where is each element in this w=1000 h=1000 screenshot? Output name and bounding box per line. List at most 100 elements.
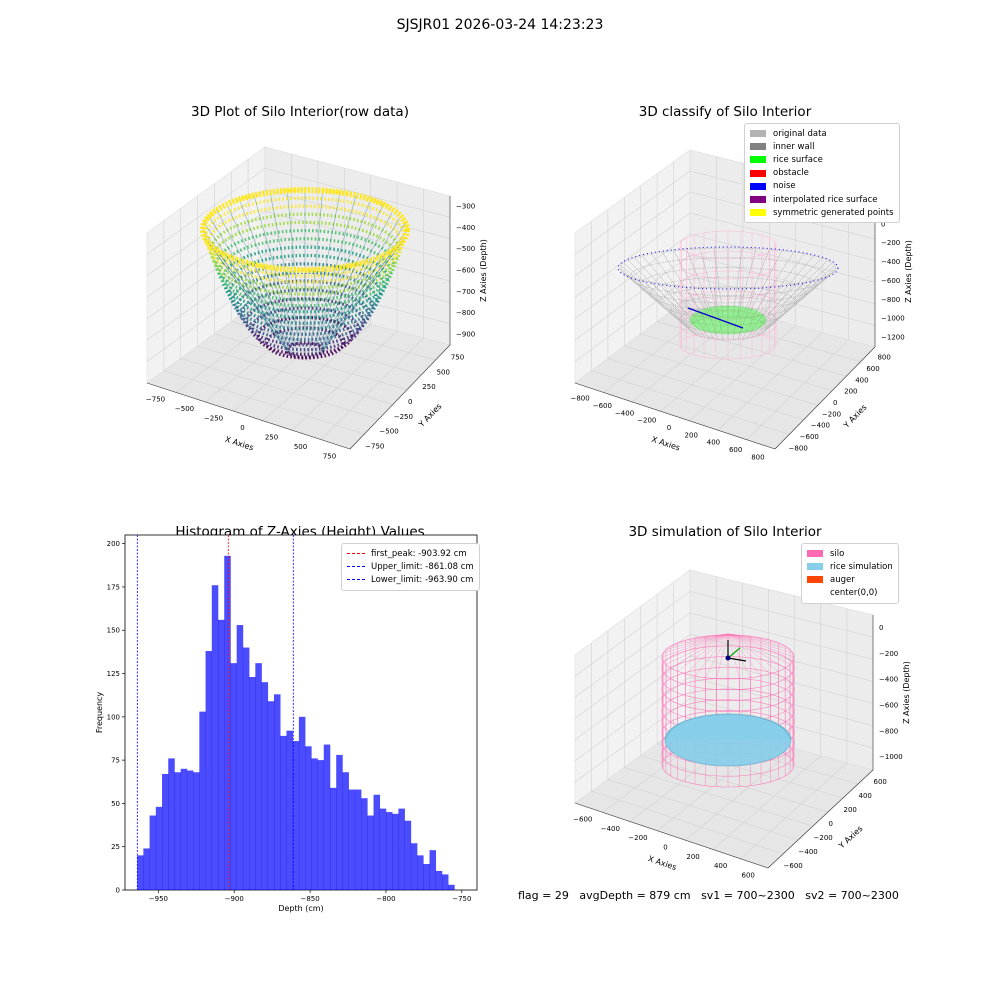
p1-y-axis-label: Y Axies bbox=[416, 402, 443, 430]
p1-z-tick-label: −700 bbox=[456, 288, 475, 296]
p2-y-tick-label: 800 bbox=[877, 354, 890, 362]
p2-rice-surface bbox=[689, 305, 767, 335]
p2-z-tick-label: −1000 bbox=[881, 315, 905, 323]
histogram-bar bbox=[448, 884, 455, 890]
p2-z-tick-label: −200 bbox=[881, 239, 900, 247]
p2-y-tick-label: 0 bbox=[833, 399, 837, 407]
p4-x-tick-label: −400 bbox=[601, 825, 620, 833]
legend-swatch bbox=[750, 182, 766, 190]
p2-x-axis-line bbox=[574, 382, 776, 450]
p4-y-tick-label: −400 bbox=[799, 848, 818, 856]
panel2-legend: original data inner wall rice surface obsta… bbox=[744, 123, 900, 224]
legend-item: inner wall bbox=[750, 140, 894, 153]
p2-bowl-line bbox=[642, 279, 699, 336]
p4-grid-line bbox=[591, 642, 784, 855]
p4-roof-line bbox=[670, 633, 729, 669]
histogram-bar bbox=[367, 815, 374, 890]
p2-grid-line bbox=[673, 161, 861, 362]
p4-roof-line bbox=[727, 633, 786, 669]
sv1-text: sv1 = 700~2300 bbox=[701, 889, 795, 902]
p1-grid-line bbox=[146, 275, 451, 362]
p4-x-tick-label: 0 bbox=[663, 844, 667, 852]
histogram-bar bbox=[435, 870, 443, 890]
p1-z-tick-label: −400 bbox=[456, 224, 475, 232]
histogram-bar bbox=[323, 744, 331, 890]
histogram-bar bbox=[174, 772, 181, 890]
legend-label: rice surface bbox=[773, 154, 823, 165]
p4-x-tick-label: 200 bbox=[686, 853, 699, 861]
p4-roof-line bbox=[727, 633, 794, 654]
legend-label: Lower_limit: -963.90 cm bbox=[371, 574, 474, 585]
p4-axis-y-marker bbox=[727, 647, 741, 659]
histogram-bar bbox=[410, 843, 418, 890]
p4-z-tick-label: −600 bbox=[879, 701, 898, 709]
legend-label: center(0,0) bbox=[830, 588, 878, 599]
p4-grid-line bbox=[574, 591, 874, 677]
legend-swatch bbox=[807, 576, 823, 584]
p1-grid-line bbox=[197, 196, 393, 405]
histogram-bar bbox=[186, 770, 194, 890]
p3-y-tick-label: 50 bbox=[111, 800, 120, 808]
histogram-bar bbox=[423, 864, 430, 890]
p4-x-tick-label: 600 bbox=[742, 871, 755, 879]
p4-z-tick-label: −800 bbox=[879, 727, 898, 735]
p4-grid-line bbox=[624, 618, 814, 827]
p2-bowl-line bbox=[699, 287, 719, 340]
p2-bowl-line bbox=[765, 265, 836, 327]
p1-y-tick-label: 0 bbox=[408, 398, 412, 406]
p2-bowl-line bbox=[620, 270, 691, 330]
p4-roof-line bbox=[727, 633, 762, 677]
p2-x-tick-label: 0 bbox=[667, 424, 671, 432]
histogram-bar bbox=[429, 850, 437, 890]
p4-roof-line bbox=[716, 633, 729, 679]
legend-item: auger bbox=[807, 573, 893, 586]
histogram-bar bbox=[199, 711, 206, 890]
p2-x-axis-label: X Axies bbox=[650, 435, 681, 453]
legend-item: Upper_limit: -861.08 cm bbox=[347, 560, 474, 573]
legend-item: obstacle bbox=[750, 167, 894, 180]
histogram-bar bbox=[168, 758, 175, 890]
p4-grid-line bbox=[574, 612, 874, 698]
legend-swatch bbox=[750, 130, 766, 138]
histogram-bar bbox=[354, 789, 362, 890]
p3-y-tick-label: 200 bbox=[107, 540, 120, 548]
p2-bowl-line bbox=[762, 275, 828, 333]
p4-roof-line bbox=[727, 633, 771, 674]
panel4-3d-plot: −600−400−2000200400600−600−400−200020040… bbox=[573, 569, 911, 879]
histogram-bar bbox=[348, 789, 356, 890]
histogram-bar bbox=[441, 874, 449, 890]
panel4-title: 3D simulation of Silo Interior bbox=[628, 524, 822, 540]
p4-grid-line bbox=[574, 676, 874, 761]
legend-item: center(0,0) bbox=[807, 587, 893, 600]
p4-silo-simulation bbox=[661, 633, 795, 788]
p4-grid-line bbox=[574, 655, 874, 740]
p4-axes-box bbox=[574, 569, 874, 869]
p4-x-tick-label: −200 bbox=[628, 834, 647, 842]
p2-bowl-line bbox=[765, 267, 837, 329]
p2-z-tick-label: −1200 bbox=[881, 334, 905, 342]
p1-wall-line bbox=[310, 267, 341, 357]
p2-y-tick-label: −400 bbox=[811, 422, 830, 430]
legend-item: noise bbox=[750, 180, 894, 193]
p1-grid-line bbox=[247, 159, 436, 361]
p2-grid-line bbox=[717, 182, 823, 431]
histogram-bar bbox=[242, 647, 250, 890]
p2-bowl-line bbox=[746, 285, 783, 339]
p3-y-tick-label: 75 bbox=[111, 757, 120, 765]
p4-roof-line bbox=[662, 633, 729, 654]
p1-grid-line bbox=[146, 210, 451, 298]
p2-bowl-line bbox=[620, 265, 691, 327]
p2-bowl-line bbox=[746, 250, 783, 318]
p2-z-tick-label: 0 bbox=[881, 220, 885, 228]
p4-y-axis-line bbox=[767, 769, 874, 869]
p2-grid-line bbox=[607, 209, 804, 421]
panel4-legend: silo rice simulation auger center(0,0) bbox=[801, 543, 899, 604]
p2-bowl-line bbox=[662, 251, 706, 319]
p1-x-tick-label: 750 bbox=[323, 452, 336, 460]
p2-grid-line bbox=[656, 173, 847, 377]
p3-y-axis-label: Frequency bbox=[95, 692, 104, 734]
p2-bowl-line bbox=[686, 249, 714, 318]
histogram-bar bbox=[162, 773, 169, 890]
p2-grid-line bbox=[574, 212, 876, 298]
p2-x-tick-label: 600 bbox=[729, 446, 742, 454]
